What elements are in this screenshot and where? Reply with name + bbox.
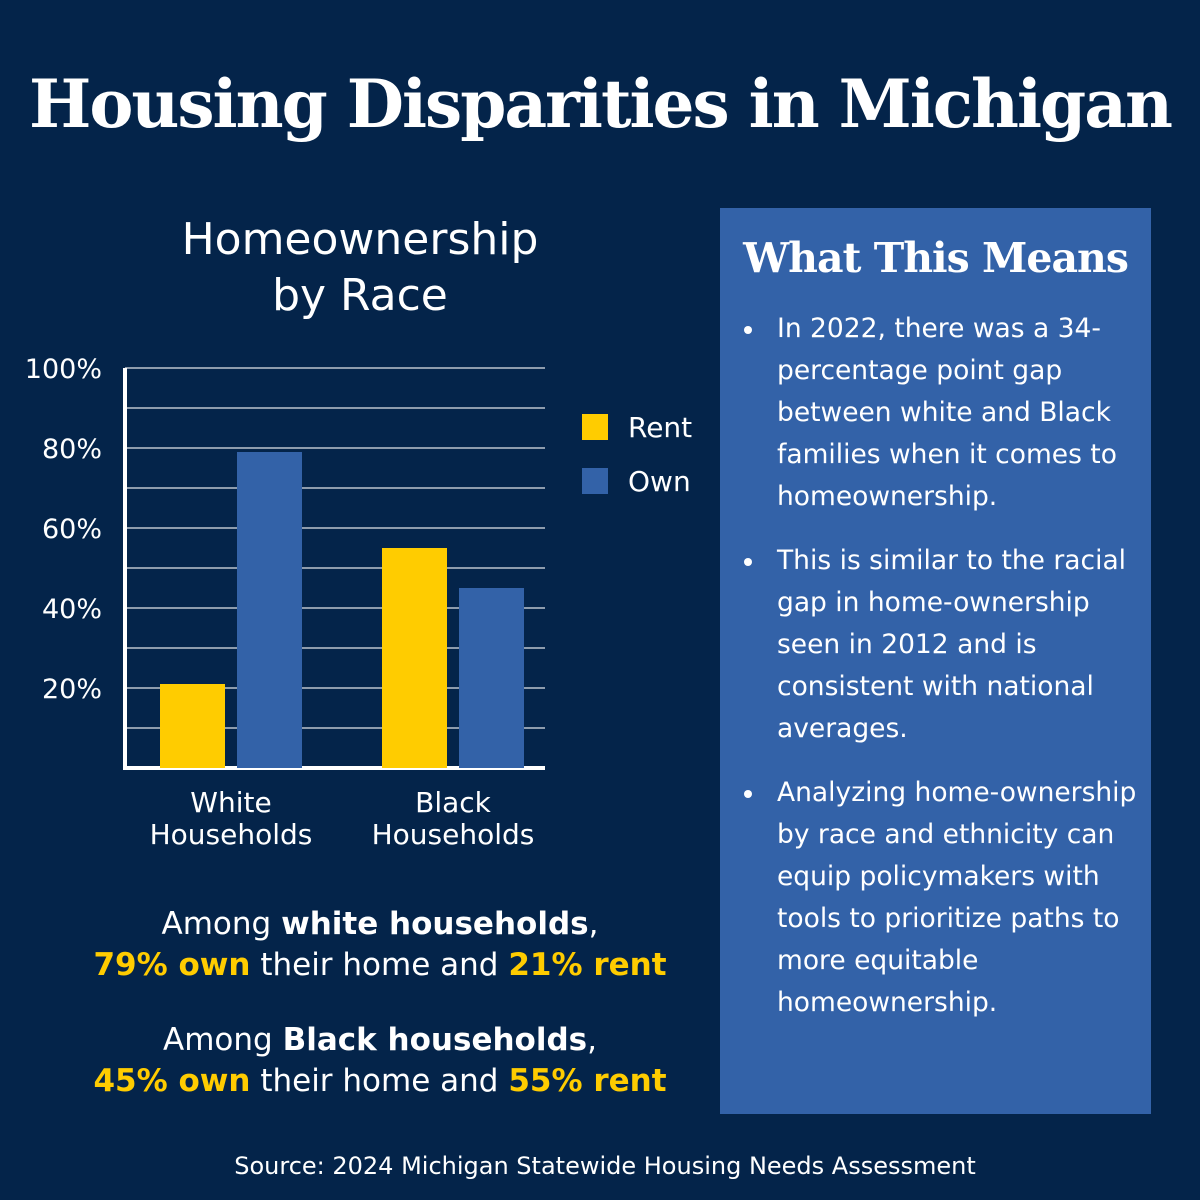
legend-label-rent: Rent (628, 410, 693, 444)
bullet-item: This is similar to the racial gap in hom… (740, 540, 1140, 750)
panel-title: What This Means (743, 234, 1129, 282)
y-tick-label: 20% (42, 674, 102, 705)
what-this-means-panel: What This Means In 2022, there was a 34-… (720, 208, 1151, 1114)
x-category-label: Households (150, 818, 313, 851)
bullet-item: In 2022, there was a 34-percentage point… (740, 308, 1140, 518)
bullet-dot-icon (744, 326, 752, 334)
bullet-list: In 2022, there was a 34-percentage point… (740, 308, 1140, 1046)
bar-own (237, 452, 302, 768)
y-tick-label: 60% (42, 514, 102, 545)
bullet-text: Analyzing home-ownership by race and eth… (777, 777, 1137, 1018)
summary-black-rent: 55% rent (508, 1063, 667, 1099)
x-category-label: Households (372, 818, 535, 851)
legend-item-own: Own (582, 454, 692, 508)
summary-black-group: Black households (282, 1022, 588, 1058)
chart-legend: Rent Own (582, 400, 692, 508)
summary-black-own: 45% own (93, 1063, 251, 1099)
chart-title-line-2: by Race (272, 270, 448, 321)
summary-white-group: white households (281, 906, 589, 942)
bullet-dot-icon (744, 558, 752, 566)
summary-black-prefix: Among (163, 1022, 283, 1058)
y-tick-label: 100% (25, 354, 102, 385)
bullet-dot-icon (744, 790, 752, 798)
bar-rent (160, 684, 225, 768)
bullet-text: This is similar to the racial gap in hom… (777, 545, 1127, 744)
summary-white-suffix: , (588, 906, 599, 942)
summary-white-prefix: Among (161, 906, 282, 942)
bar-rent (382, 548, 447, 768)
summary-black: Among Black households, 45% own their ho… (30, 1020, 730, 1102)
summary-white: Among white households, 79% own their ho… (30, 904, 730, 986)
y-tick-label: 80% (42, 434, 102, 465)
x-category-label: White (190, 786, 271, 819)
bar-own (459, 588, 524, 768)
legend-swatch-own (582, 468, 608, 494)
legend-item-rent: Rent (582, 400, 692, 454)
source-note: Source: 2024 Michigan Statewide Housing … (234, 1152, 976, 1180)
page-title: Housing Disparities in Michigan (29, 65, 1173, 143)
legend-label-own: Own (628, 464, 691, 498)
bullet-text: In 2022, there was a 34-percentage point… (777, 313, 1117, 512)
bar-chart: 20%40%60%80%100%WhiteHouseholdsBlackHous… (25, 354, 545, 851)
chart-title: Homeownership by Race (100, 212, 620, 324)
summary-white-middle: their home and (250, 947, 509, 983)
y-tick-label: 40% (42, 594, 102, 625)
bullet-item: Analyzing home-ownership by race and eth… (740, 772, 1140, 1024)
summary-white-rent: 21% rent (508, 947, 667, 983)
summary-black-suffix: , (587, 1022, 597, 1058)
chart-title-line-1: Homeownership (181, 214, 539, 265)
legend-swatch-rent (582, 414, 608, 440)
x-category-label: Black (415, 786, 492, 819)
summary-white-own: 79% own (93, 947, 251, 983)
summary-black-middle: their home and (250, 1063, 509, 1099)
